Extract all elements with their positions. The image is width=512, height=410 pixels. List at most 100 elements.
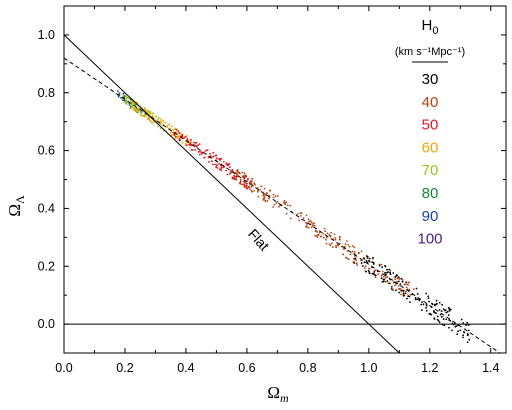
data-point [324,230,327,233]
legend-entry: 70 [422,162,439,179]
data-point [245,185,248,188]
data-point [354,257,357,260]
data-point [162,119,164,122]
data-point [214,154,217,157]
data-point [243,174,246,177]
data-point [190,149,193,151]
data-point [374,274,376,276]
data-point [174,128,176,131]
data-point [263,187,266,190]
data-point [467,329,470,332]
data-point [427,295,429,298]
data-point [277,195,279,197]
fit-line [63,57,501,354]
data-point [425,307,427,309]
data-point [380,274,383,277]
data-point [462,336,464,339]
data-point [335,246,337,249]
data-point [241,183,243,186]
data-point [414,298,417,301]
data-point [196,146,199,148]
data-point [241,176,244,179]
legend-entry: 60 [422,139,439,156]
data-point [314,234,317,237]
data-point [325,238,327,241]
data-point [243,183,245,186]
data-point [328,243,331,246]
data-point [397,285,400,287]
data-point [440,310,443,312]
data-point [276,200,279,203]
data-point [402,292,405,295]
data-point [433,303,436,306]
data-point [251,180,253,182]
data-point [381,266,383,268]
data-point [220,169,223,172]
data-point [403,283,406,286]
data-point [150,121,152,123]
data-point [384,265,387,268]
data-point [120,96,122,99]
data-point [300,212,303,214]
data-point [329,244,332,247]
data-point [198,153,201,156]
data-point [387,282,390,285]
data-point [152,115,154,118]
data-point [448,319,450,321]
data-point [125,103,128,105]
data-point [438,321,441,324]
data-point [157,118,159,120]
data-point [394,276,396,278]
data-point [404,292,407,295]
data-point [372,273,375,276]
data-point [263,194,266,196]
data-point [274,195,277,198]
data-point [416,293,419,295]
data-point [383,275,385,278]
data-point [368,267,371,270]
data-point [439,313,442,316]
x-axis-label: Ωm [267,383,289,405]
data-point [305,225,307,228]
data-point [380,263,383,266]
data-point [194,142,197,144]
data-point [275,202,278,204]
data-point [402,291,405,293]
data-point [392,272,395,274]
x-axis-label-base: Ω [267,383,280,402]
data-point [431,303,434,306]
data-point [117,95,120,98]
data-point [316,236,319,239]
data-point [144,115,147,117]
data-point [159,127,162,130]
data-point [363,267,366,270]
data-point [323,227,326,230]
data-point [355,262,358,265]
data-point [388,268,391,271]
data-point [223,160,225,163]
data-point [269,189,271,192]
data-point [368,257,371,260]
data-point [466,321,469,324]
legend-entry: 90 [422,208,439,225]
data-point [364,265,367,268]
y-axis-label: ΩΛ [5,195,27,217]
data-point [337,244,340,247]
data-point [373,271,376,273]
data-point [127,97,130,99]
data-point [377,273,380,275]
data-point [409,293,412,296]
data-point [151,112,154,115]
data-point [362,265,364,267]
data-point [435,312,437,315]
legend-entry: 80 [422,185,439,202]
data-point [147,111,150,113]
data-point [189,144,191,147]
data-point [389,271,391,274]
data-point [229,173,231,175]
x-tick-label: 0.8 [299,361,316,375]
data-point [436,315,439,318]
data-point [307,226,310,229]
data-point [443,324,446,327]
legend-entry: 50 [422,117,439,134]
